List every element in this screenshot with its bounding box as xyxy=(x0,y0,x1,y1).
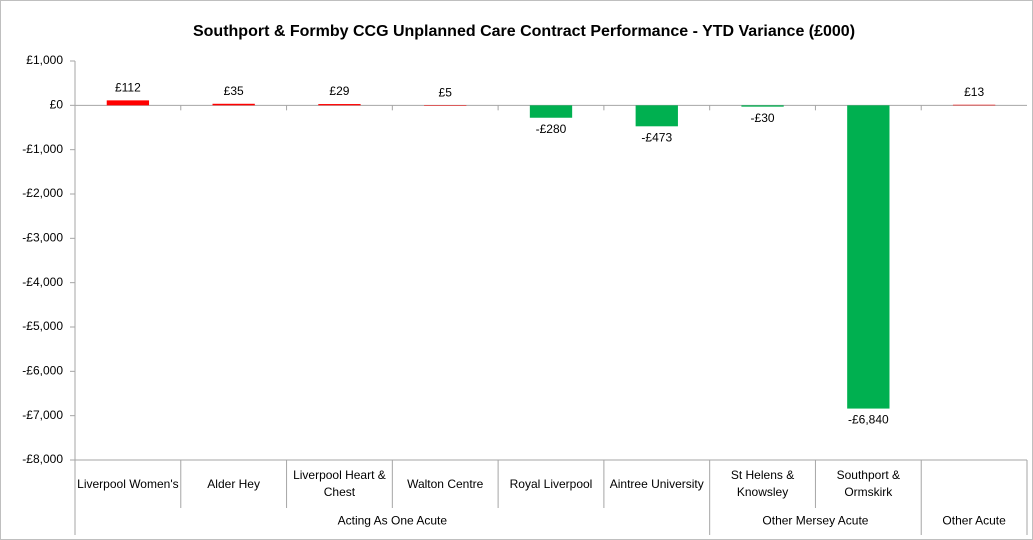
x-tick-label: St Helens & Knowsley xyxy=(730,468,795,499)
data-label: £13 xyxy=(964,85,984,99)
data-label: £112 xyxy=(115,81,141,95)
bar xyxy=(424,105,467,106)
bar xyxy=(635,105,678,127)
bar xyxy=(106,100,150,106)
data-label: -£6,840 xyxy=(848,413,889,427)
group-label: Other Mersey Acute xyxy=(762,514,868,528)
bar xyxy=(741,105,784,107)
x-tick-label: Alder Hey xyxy=(207,476,260,491)
y-tick-label: -£4,000 xyxy=(22,275,63,289)
y-tick-label: -£1,000 xyxy=(22,142,63,156)
data-label: £35 xyxy=(224,84,244,98)
data-label: -£280 xyxy=(536,122,567,136)
bar xyxy=(952,104,996,106)
chart-title: Southport & Formby CCG Unplanned Care Co… xyxy=(193,23,855,40)
x-tick-label: Walton Centre xyxy=(407,476,484,491)
x-tick-label: Royal Liverpool xyxy=(509,476,593,491)
data-label: £29 xyxy=(329,84,349,98)
data-label: -£30 xyxy=(751,111,775,125)
y-tick-label: -£5,000 xyxy=(22,319,63,333)
x-tick-label: Liverpool Heart & Chest xyxy=(293,468,386,499)
y-tick-label: -£6,000 xyxy=(22,364,63,378)
y-tick-label: £0 xyxy=(50,98,64,112)
y-tick-label: -£7,000 xyxy=(22,408,63,422)
bar xyxy=(529,105,573,118)
bar xyxy=(847,105,890,409)
group-label: Other Acute xyxy=(942,514,1006,528)
x-tick-label: Aintree University xyxy=(609,476,704,491)
y-tick-label: £1,000 xyxy=(26,53,63,67)
bar xyxy=(318,104,361,106)
y-tick-label: -£2,000 xyxy=(22,186,63,200)
y-tick-label: -£3,000 xyxy=(22,231,63,245)
data-label: -£473 xyxy=(641,130,672,144)
data-label: £5 xyxy=(439,85,453,99)
bar xyxy=(212,103,255,106)
x-tick-label: Liverpool Women's xyxy=(77,476,179,491)
y-tick-label: -£8,000 xyxy=(22,452,63,466)
x-tick-label: Southport & Ormskirk xyxy=(836,468,900,499)
group-label: Acting As One Acute xyxy=(338,514,448,528)
